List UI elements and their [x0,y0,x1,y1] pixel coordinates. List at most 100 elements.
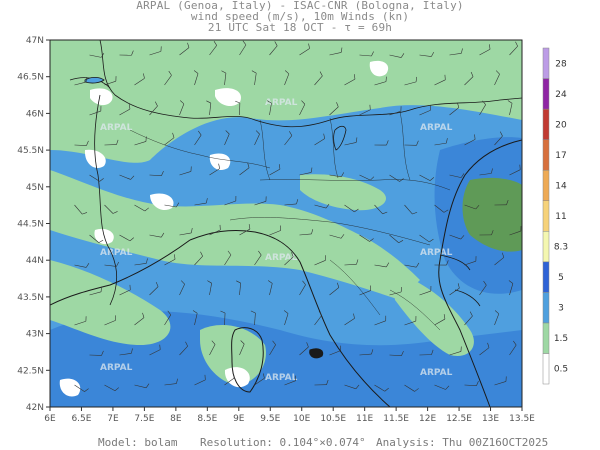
calm-patch [369,60,389,77]
wind-barb [269,164,281,176]
wind-barb [389,174,404,182]
wind-barb [464,204,480,210]
colorbar-label: 0.5 [554,365,568,375]
colorbar-segment [542,78,550,110]
wind-barb [74,384,89,392]
watermark: ARPAL [265,253,298,263]
wind-barb [254,130,260,146]
wind-barb [269,225,281,236]
wind-barb [329,47,343,56]
lon-tick-label: 13.5E [509,414,535,424]
wind-barb [419,174,435,181]
wind-barb [179,280,185,296]
colorbar-label: 17 [555,151,566,161]
wind-barb [434,384,450,390]
header-line-3: 21 UTC Sat 18 OCT - τ = 69h [207,21,393,34]
wind-barb [239,40,247,56]
wind-barb [74,140,89,146]
wind-barb [164,378,178,386]
wind-barb [119,234,135,242]
wind-barb [374,140,389,146]
wind-barb [209,340,216,356]
wind-barb [299,342,309,356]
wind-barb [134,258,148,266]
calm-patch [59,378,81,397]
wind-barb [251,70,257,86]
wind-barb [119,104,131,116]
wind-barb [404,140,419,146]
wind-barb [434,138,448,146]
region-borders [129,111,451,331]
wind-barb [254,196,267,206]
wind-field-green-po [300,174,386,211]
wind-barb [374,262,390,268]
wind-barb [179,341,188,356]
wind-barb [464,134,476,146]
wind-barb [149,344,161,356]
wind-barb [164,310,172,326]
wind-barb [89,174,104,182]
lon-tick-label: 6.5E [71,414,91,424]
lat-tick-label: 45.5N [17,146,44,156]
wind-barb [509,164,521,176]
wind-barb [434,314,446,326]
lon-tick-label: 9E [233,414,245,424]
colorbar-segment [542,231,550,263]
lat-tick-label: 45N [26,183,44,193]
wind-barb [284,70,290,86]
wind-barb [479,230,494,236]
wind-barb [283,310,289,326]
wind-barb [104,204,118,214]
watermark: ARPAL [420,368,453,378]
lon-tick-label: 13E [482,414,499,424]
wind-barb [464,311,473,326]
colorbar-label: 3 [558,304,564,314]
wind-barb [239,224,251,236]
colorbar-segment [542,47,550,79]
lat-tick-label: 47N [26,36,44,46]
wind-barb [299,229,314,236]
lat-tick-label: 43N [26,330,44,340]
wind-barb [344,259,359,266]
wind-barb [299,167,313,176]
colorbar: 0.5 1.5 3 5 8.3 11 14 17 20 24 28 [542,47,568,385]
wind-barb [254,373,265,386]
wind-barb [149,232,165,238]
wind-barb [449,283,460,296]
lat-tick-label: 42.5N [17,366,44,376]
wind-barb [374,204,388,215]
wind-barb [344,204,359,213]
lon-tick-label: 8E [170,414,182,424]
wind-barb [404,262,420,268]
wind-barb [194,130,202,146]
wind-barb [494,131,503,146]
wind-barb [419,234,434,243]
wind-barb [419,51,435,57]
wind-barb [434,204,449,213]
watermark: ARPAL [100,363,133,373]
lon-tick-label: 12E [419,414,436,424]
wind-barb [269,41,278,56]
wind-barb [507,100,513,116]
wind-barb [314,133,325,146]
wind-barb [359,51,374,57]
calm-patch [215,88,241,107]
wind-barb [419,286,432,296]
wind-barb [359,174,375,181]
wind-barb [220,310,226,326]
wind-barb [224,195,237,206]
wind-barb [389,234,404,243]
wind-barb [329,172,345,178]
wind-barb [374,315,387,326]
wind-barb [74,316,87,326]
colorbar-segment [542,139,550,171]
wind-barb [179,100,185,116]
colorbar-label: 8.3 [554,243,568,253]
wind-barb [119,348,133,356]
colorbar-label: 14 [555,181,567,191]
footer-resolution: Resolution: 0.104°×0.074° [200,436,366,449]
wind-barb [479,280,487,296]
wind-barb [314,203,330,209]
wind-barb [299,100,306,116]
